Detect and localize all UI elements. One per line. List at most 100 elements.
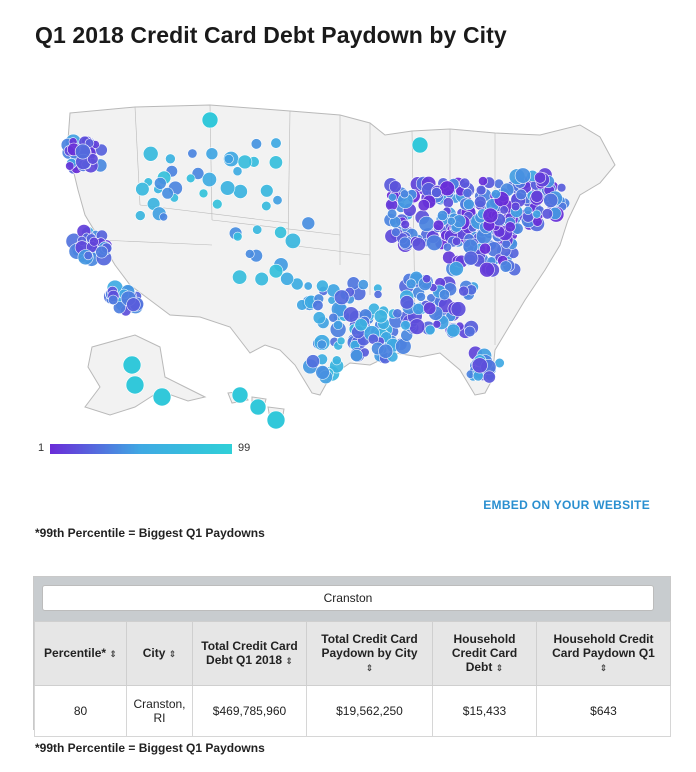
header-percentile[interactable]: Percentile* ⇕ [34, 621, 127, 686]
city-bubble[interactable] [135, 210, 146, 221]
city-bubble[interactable] [388, 180, 402, 193]
city-bubble[interactable] [250, 138, 262, 150]
city-bubble[interactable] [274, 225, 287, 239]
city-bubble[interactable] [418, 215, 435, 232]
city-bubble[interactable] [126, 297, 141, 312]
city-bubble[interactable] [399, 295, 415, 310]
city-bubble[interactable] [411, 136, 429, 154]
city-bubble[interactable] [474, 195, 487, 209]
city-bubble[interactable] [350, 349, 364, 363]
city-bubble[interactable] [223, 153, 234, 164]
city-bubble[interactable] [89, 236, 99, 247]
sort-icon[interactable]: ⇕ [495, 663, 504, 673]
sort-icon[interactable]: ⇕ [365, 663, 374, 673]
city-bubble[interactable] [446, 323, 461, 338]
city-bubble[interactable] [422, 274, 432, 284]
city-bubble[interactable] [266, 410, 286, 430]
city-bubble[interactable] [459, 177, 471, 189]
city-bubble[interactable] [400, 320, 411, 331]
city-bubble[interactable] [125, 375, 145, 395]
city-bubble[interactable] [343, 306, 360, 323]
city-bubble[interactable] [212, 198, 223, 210]
city-bubble[interactable] [515, 188, 527, 201]
header-household-debt[interactable]: Household Credit Card Debt ⇕ [432, 621, 537, 686]
city-bubble[interactable] [270, 137, 282, 149]
city-bubble[interactable] [388, 193, 397, 202]
city-bubble[interactable] [333, 289, 350, 306]
sort-icon[interactable]: ⇕ [168, 649, 177, 659]
city-bubble[interactable] [479, 242, 491, 255]
city-bubble[interactable] [411, 237, 426, 252]
city-bubble[interactable] [478, 176, 488, 186]
city-bubble[interactable] [373, 289, 383, 299]
city-bubble[interactable] [432, 219, 445, 232]
city-bubble[interactable] [95, 245, 109, 259]
city-bubble[interactable] [556, 182, 567, 193]
city-bubble[interactable] [408, 318, 426, 335]
city-bubble[interactable] [245, 249, 255, 259]
city-bubble[interactable] [471, 357, 488, 374]
city-bubble[interactable] [426, 234, 443, 252]
city-bubble[interactable] [231, 386, 249, 404]
city-bubble[interactable] [187, 148, 198, 159]
city-bubble[interactable] [142, 145, 159, 162]
city-bubble[interactable] [423, 301, 437, 315]
city-bubble[interactable] [205, 147, 219, 161]
city-bubble[interactable] [220, 180, 236, 196]
city-bubble[interactable] [442, 242, 452, 252]
city-bubble[interactable] [336, 336, 346, 346]
city-bubble[interactable] [280, 271, 294, 286]
city-bubble[interactable] [316, 339, 327, 350]
city-bubble[interactable] [431, 187, 442, 198]
city-bubble[interactable] [154, 177, 167, 190]
city-bubble[interactable] [303, 281, 313, 291]
city-bubble[interactable] [400, 219, 410, 230]
city-bubbles[interactable] [60, 111, 571, 430]
embed-link[interactable]: EMBED ON YOUR WEBSITE [483, 498, 650, 512]
city-bubble[interactable] [543, 192, 559, 208]
city-bubble[interactable] [514, 167, 532, 184]
city-bubble[interactable] [534, 171, 547, 184]
city-bubble[interactable] [436, 210, 448, 222]
city-bubble[interactable] [523, 206, 533, 216]
city-bubble[interactable] [442, 197, 454, 209]
city-bubble[interactable] [252, 224, 263, 235]
city-bubble[interactable] [122, 355, 142, 375]
city-bubble[interactable] [446, 216, 456, 226]
city-bubble[interactable] [305, 354, 320, 369]
city-bubble[interactable] [482, 207, 499, 224]
city-bubble[interactable] [83, 250, 93, 261]
city-bubble[interactable] [464, 325, 476, 338]
city-bubble[interactable] [152, 387, 172, 407]
city-bubble[interactable] [462, 198, 475, 211]
city-bubble[interactable] [333, 320, 344, 331]
city-bubble[interactable] [65, 161, 75, 171]
city-bubble[interactable] [458, 285, 470, 297]
city-bubble[interactable] [87, 153, 99, 165]
city-bubble[interactable] [438, 289, 451, 301]
search-input[interactable] [42, 585, 654, 611]
city-bubble[interactable] [417, 199, 431, 212]
city-bubble[interactable] [161, 187, 174, 200]
city-bubble[interactable] [510, 201, 521, 212]
city-bubble[interactable] [501, 239, 511, 249]
city-bubble[interactable] [328, 312, 339, 323]
city-bubble[interactable] [107, 294, 119, 306]
city-bubble[interactable] [135, 181, 150, 197]
city-bubble[interactable] [452, 236, 462, 246]
city-bubble[interactable] [74, 143, 91, 160]
city-bubble[interactable] [165, 153, 176, 165]
city-bubble[interactable] [499, 260, 512, 273]
city-bubble[interactable] [424, 324, 436, 336]
city-bubble[interactable] [532, 209, 542, 219]
city-bubble[interactable] [284, 232, 301, 249]
city-bubble[interactable] [268, 263, 284, 279]
city-bubble[interactable] [541, 208, 554, 220]
city-bubble[interactable] [399, 189, 409, 199]
sort-icon[interactable]: ⇕ [599, 663, 608, 673]
city-bubble[interactable] [412, 303, 425, 316]
city-bubble[interactable] [249, 398, 267, 416]
city-bubble[interactable] [272, 195, 283, 206]
city-bubble[interactable] [448, 261, 464, 277]
city-bubble[interactable] [405, 278, 417, 290]
